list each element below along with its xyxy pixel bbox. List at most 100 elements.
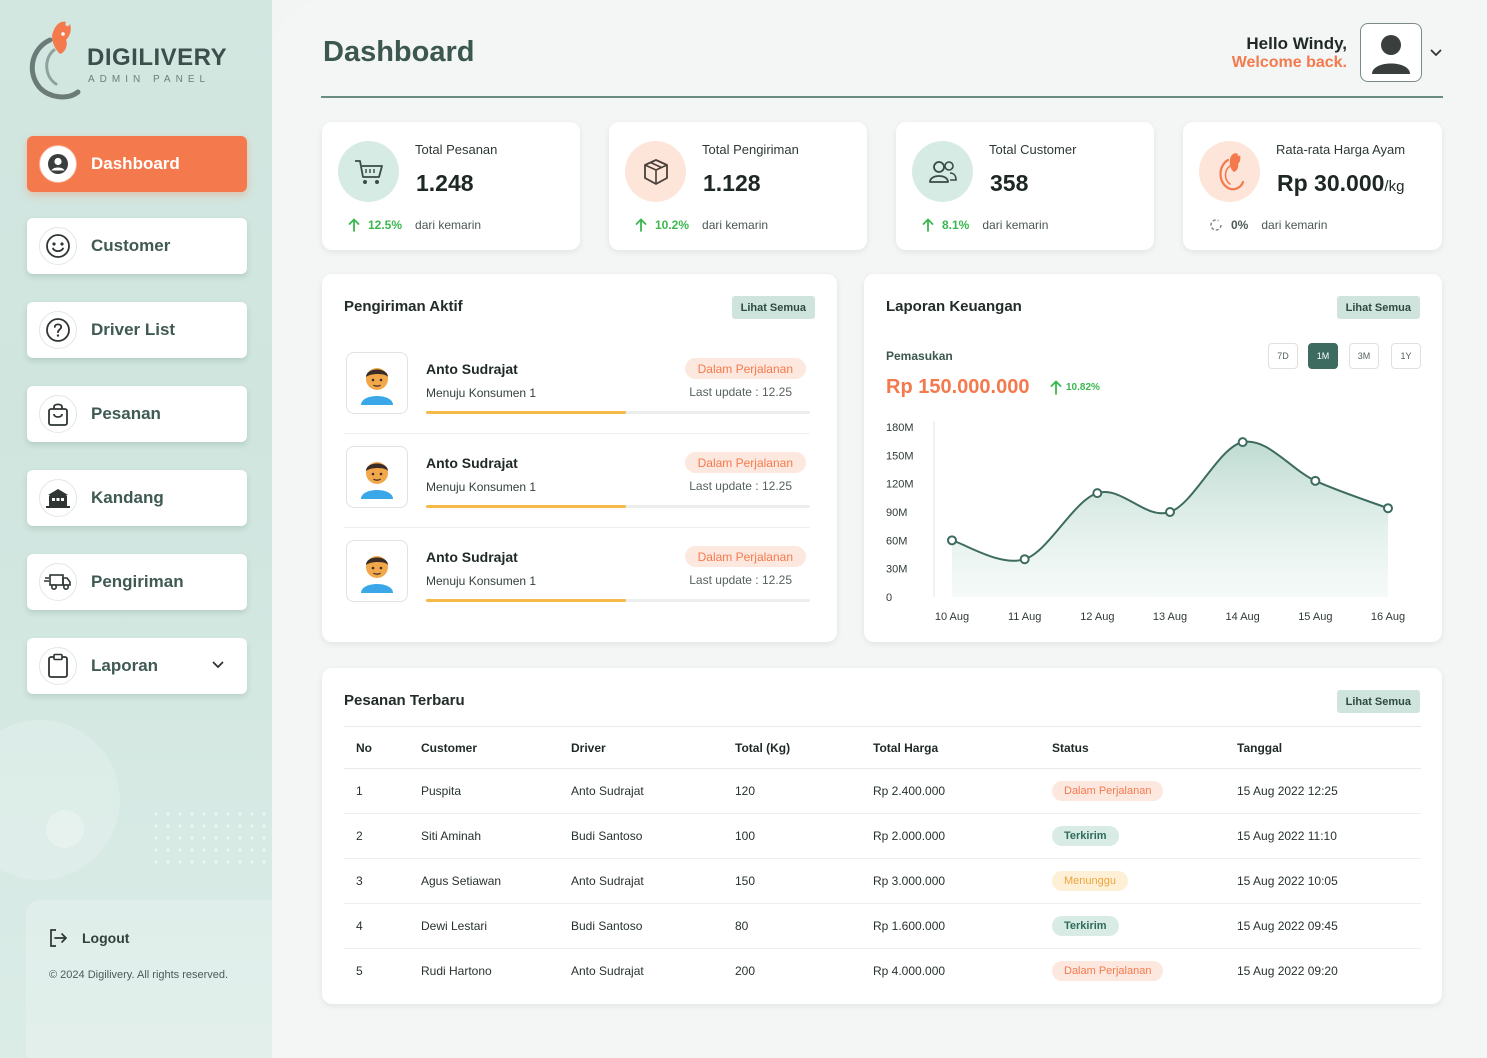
stat-trend: 0% dari kemarin — [1209, 218, 1327, 232]
progress-bar — [426, 411, 810, 414]
status-badge: Menunggu — [1052, 871, 1128, 891]
stat-value: 1.128 — [703, 170, 761, 196]
avatar[interactable] — [1360, 23, 1422, 82]
stat-unit: /kg — [1384, 178, 1405, 195]
logo[interactable]: DIGILIVERY ADMIN PANEL — [26, 14, 227, 100]
driver-avatar-icon — [346, 352, 408, 414]
status-badge: Dalam Perjalanan — [684, 358, 806, 379]
sidebar: DIGILIVERY ADMIN PANEL Dashboard Custome… — [0, 0, 272, 1058]
logout-section: Logout © 2024 Digilivery. All rights res… — [26, 900, 272, 1058]
column-header-status[interactable]: Status — [1052, 726, 1237, 769]
table-row[interactable]: 1 Puspita Anto Sudrajat 120 Rp 2.400.000 Dala… — [344, 768, 1421, 814]
shipment-destination: Menuju Konsumen 1 — [426, 386, 537, 400]
sidebar-item-label: Pesanan — [91, 404, 161, 423]
progress-bar-fill — [426, 599, 626, 602]
stat-pct: 0% — [1231, 218, 1249, 232]
stat-value: 358 — [990, 170, 1029, 196]
sidebar-item-pesanan[interactable]: Pesanan — [27, 386, 247, 442]
arrow-up-icon — [635, 218, 647, 232]
arrow-up-icon — [348, 218, 360, 232]
recent-orders-card: Pesanan Terbaru Lihat Semua No Customer … — [322, 668, 1442, 1004]
cell-no: 3 — [344, 858, 421, 904]
y-tick-label: 180M — [886, 422, 914, 434]
chevron-down-icon[interactable] — [1429, 46, 1443, 60]
range-7d-button[interactable]: 7D — [1268, 343, 1298, 369]
cell-total-kg: 100 — [735, 813, 873, 859]
view-all-orders-button[interactable]: Lihat Semua — [1336, 690, 1420, 713]
sidebar-item-laporan[interactable]: Laporan — [27, 638, 247, 694]
shipment-destination: Menuju Konsumen 1 — [426, 574, 537, 588]
cell-customer: Rudi Hartono — [421, 964, 492, 979]
greeting: Hello Windy, Welcome back. — [1232, 34, 1347, 72]
finance-report-card: Laporan Keuangan Lihat Semua Pemasukan R… — [864, 274, 1442, 642]
delivery-truck-icon — [39, 563, 77, 601]
stat-suffix: dari kemarin — [1261, 218, 1328, 232]
chevron-down-icon[interactable] — [211, 658, 225, 672]
shipment-row[interactable]: Anto Sudrajat Menuju Konsumen 1 Dalam Pe… — [344, 446, 812, 540]
user-avatar-icon — [1372, 34, 1410, 74]
status-badge: Dalam Perjalanan — [1052, 961, 1164, 982]
stat-value: 1.248 — [416, 170, 474, 196]
orders-table: No Customer Driver Total (Kg) Total Harg… — [344, 726, 1421, 994]
stat-card-total-pesanan: Total Pesanan 1.248 12.5% dari kemarin — [322, 122, 580, 250]
sidebar-item-label: Laporan — [91, 656, 159, 675]
cell-driver: Anto Sudrajat — [571, 964, 644, 979]
table-row[interactable]: 2 Siti Aminah Budi Santoso 100 Rp 2.000.000 T… — [344, 813, 1421, 859]
driver-avatar-icon — [346, 446, 408, 508]
range-3m-button[interactable]: 3M — [1349, 343, 1379, 369]
column-header-total-harga[interactable]: Total Harga — [873, 726, 1052, 769]
x-tick-label: 13 Aug — [1153, 611, 1187, 623]
table-header-row: No Customer Driver Total (Kg) Total Harg… — [344, 726, 1421, 769]
x-tick-label: 16 Aug — [1371, 611, 1405, 623]
table-row[interactable]: 3 Agus Setiawan Anto Sudrajat 150 Rp 3.000.0… — [344, 858, 1421, 904]
section-title: Pesanan Terbaru — [344, 692, 465, 709]
range-1y-button[interactable]: 1Y — [1391, 343, 1421, 369]
sidebar-item-customer[interactable]: Customer — [27, 218, 247, 274]
shipment-row[interactable]: Anto Sudrajat Menuju Konsumen 1 Dalam Pe… — [346, 540, 812, 634]
income-label: Pemasukan — [886, 349, 953, 363]
cell-status: Terkirim — [1052, 903, 1237, 949]
cart-icon — [338, 141, 399, 202]
sidebar-item-pengiriman[interactable]: Pengiriman — [27, 554, 247, 610]
sidebar-item-kandang[interactable]: Kandang — [27, 470, 247, 526]
column-header-tanggal[interactable]: Tanggal — [1237, 726, 1421, 769]
x-tick-label: 10 Aug — [935, 611, 969, 623]
column-header-no[interactable]: No — [344, 726, 421, 769]
cell-total-harga: Rp 2.000.000 — [873, 813, 1052, 859]
column-header-customer[interactable]: Customer — [421, 726, 571, 769]
chart-point — [1165, 507, 1175, 517]
table-row[interactable]: 5 Rudi Hartono Anto Sudrajat 200 Rp 4.000.00… — [344, 949, 1421, 994]
cell-customer: Siti Aminah — [421, 813, 571, 859]
stat-title: Rata-rata Harga Ayam — [1276, 142, 1406, 157]
cell-customer: Dewi Lestari — [421, 903, 571, 949]
stat-suffix: dari kemarin — [982, 218, 1049, 232]
stat-suffix: dari kemarin — [415, 218, 482, 232]
x-tick-label: 15 Aug — [1298, 611, 1332, 623]
stat-pct: 12.5% — [368, 218, 403, 232]
driver-name: Anto Sudrajat — [426, 549, 518, 565]
status-badge: Dalam Perjalanan — [1052, 781, 1164, 801]
range-1m-button[interactable]: 1M — [1308, 343, 1338, 369]
greeting-hello: Hello Windy, — [1246, 34, 1347, 53]
column-header-total-kg[interactable]: Total (Kg) — [735, 726, 873, 769]
stat-card-total-customer: Total Customer 358 8.1% dari kemarin — [896, 122, 1154, 250]
sidebar-item-driver-list[interactable]: Driver List — [27, 302, 247, 358]
sidebar-item-dashboard[interactable]: Dashboard — [27, 136, 247, 192]
stat-card-harga-ayam: Rata-rata Harga Ayam Rp 30.000/kg 0% dar… — [1183, 122, 1442, 250]
table-row[interactable]: 4 Dewi Lestari Budi Santoso 80 Rp 1.600.000 T… — [344, 903, 1421, 949]
progress-bar-fill — [426, 411, 626, 414]
view-all-shipments-button[interactable]: Lihat Semua — [731, 296, 815, 319]
users-icon — [912, 141, 973, 202]
column-header-driver[interactable]: Driver — [571, 726, 735, 769]
chicken-icon — [1199, 141, 1260, 202]
cell-driver: Budi Santoso — [571, 903, 735, 949]
refresh-icon — [1210, 219, 1222, 231]
smiley-icon — [39, 227, 77, 265]
income-chart: 0 30M 60M 90M 120M 150M 180M 10 Aug 11 Aug 12 Aug… — [886, 421, 1405, 623]
shipment-row[interactable]: Anto Sudrajat Menuju Konsumen 1 Dalam Pe… — [344, 352, 812, 446]
driver-name: Anto Sudrajat — [426, 361, 518, 377]
view-all-finance-button[interactable]: Lihat Semua — [1336, 296, 1420, 319]
logout-button[interactable]: Logout — [48, 928, 129, 948]
stat-trend: 12.5% dari kemarin — [348, 218, 481, 232]
cell-no: 5 — [356, 964, 363, 979]
